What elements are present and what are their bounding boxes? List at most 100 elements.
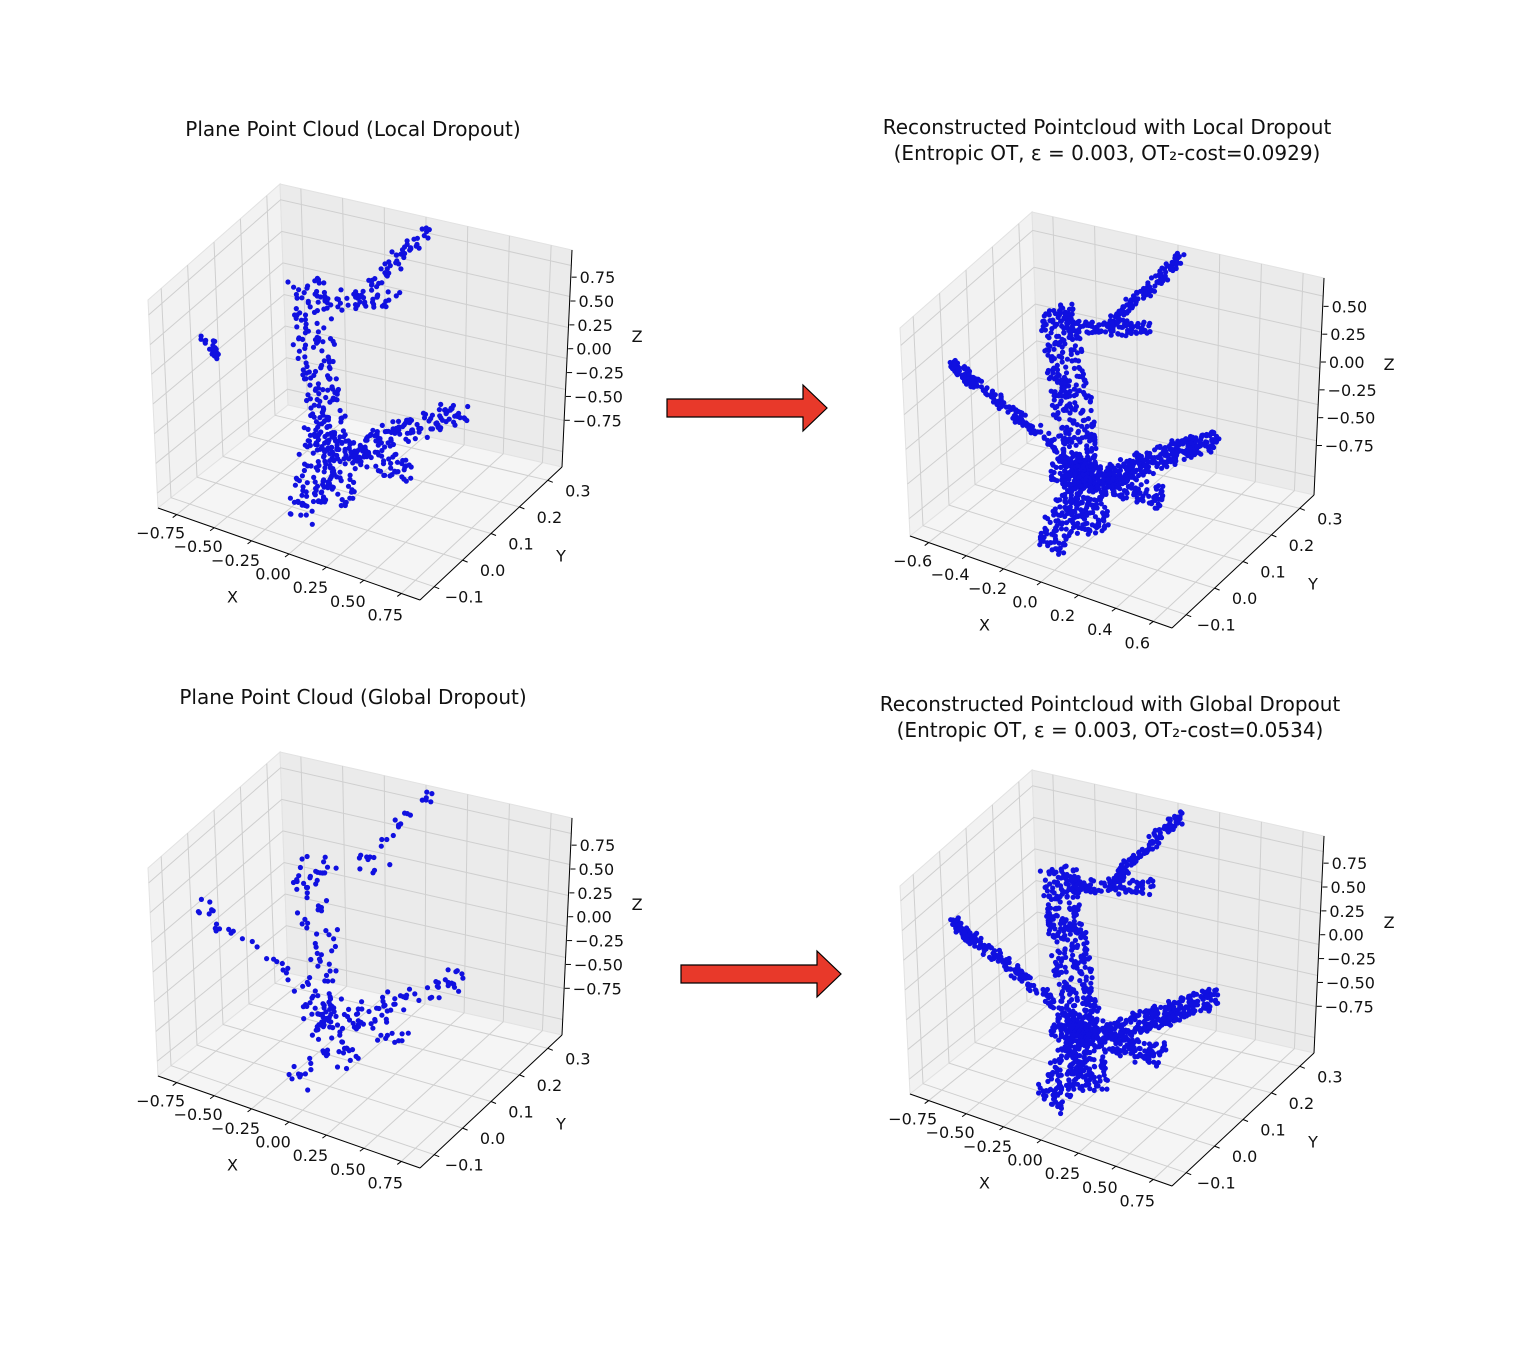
data-point: [1056, 1015, 1062, 1021]
gridlines: [148, 756, 572, 1162]
data-point: [291, 1063, 297, 1070]
data-point: [1208, 997, 1214, 1003]
data-point: [1038, 429, 1044, 435]
data-point: [1075, 1042, 1081, 1048]
x-tick-label: 0.50: [1082, 1178, 1118, 1197]
data-point: [366, 1008, 372, 1015]
data-point: [1144, 330, 1150, 336]
data-point: [1152, 283, 1158, 289]
data-point: [461, 415, 467, 421]
data-point: [1124, 302, 1130, 308]
data-point: [300, 372, 306, 378]
data-point: [408, 246, 414, 252]
data-point: [378, 266, 384, 272]
data-point: [396, 822, 402, 828]
data-point: [1080, 408, 1086, 414]
data-point: [312, 988, 318, 994]
data-point: [324, 864, 331, 870]
data-point: [1138, 496, 1144, 503]
data-point: [1135, 1013, 1141, 1019]
data-point: [337, 407, 343, 414]
data-point: [1133, 301, 1139, 307]
data-point: [1172, 461, 1178, 467]
data-point: [311, 372, 317, 378]
data-point: [254, 944, 260, 950]
data-point: [956, 927, 962, 933]
data-point: [349, 1047, 356, 1053]
data-point: [1045, 909, 1051, 915]
data-point: [1173, 817, 1179, 823]
data-point: [1160, 483, 1166, 489]
data-point: [301, 290, 307, 296]
data-point: [1175, 449, 1181, 455]
data-point: [379, 280, 385, 286]
data-point: [370, 1025, 376, 1031]
data-point: [1147, 891, 1153, 898]
data-point: [1063, 875, 1069, 881]
data-point: [295, 355, 301, 361]
data-point: [325, 354, 331, 360]
data-point: [1132, 1059, 1138, 1065]
data-point: [363, 303, 369, 309]
data-point: [1078, 921, 1084, 928]
data-point: [1112, 1033, 1118, 1039]
data-point: [294, 910, 301, 916]
y-tick-label: −0.1: [445, 588, 484, 607]
y-tick-label: 0.2: [537, 508, 562, 527]
data-point: [1061, 550, 1067, 556]
data-point: [1136, 472, 1142, 479]
data-point: [332, 430, 338, 436]
data-point: [388, 460, 394, 466]
data-point: [449, 980, 455, 986]
data-point: [1115, 331, 1121, 337]
data-point: [1067, 471, 1073, 477]
data-point: [1011, 975, 1017, 981]
data-point: [1063, 969, 1069, 975]
data-point: [1137, 1008, 1143, 1015]
data-point: [287, 495, 293, 501]
data-point: [1058, 433, 1064, 439]
data-point: [1078, 1063, 1084, 1069]
data-point: [379, 447, 385, 454]
data-point: [321, 325, 327, 331]
data-point: [1137, 883, 1143, 889]
data-point: [369, 299, 376, 305]
data-point: [1071, 987, 1077, 993]
data-point: [1152, 827, 1158, 833]
data-point: [309, 1011, 315, 1017]
data-point: [1197, 439, 1203, 445]
data-point: [424, 985, 431, 991]
data-point: [963, 379, 969, 385]
data-point: [296, 348, 302, 354]
data-point: [1109, 320, 1115, 326]
data-point: [295, 499, 301, 505]
data-point: [1074, 530, 1080, 536]
data-point: [347, 476, 353, 483]
data-point: [333, 968, 339, 974]
data-point: [1212, 991, 1218, 997]
data-point: [424, 434, 430, 440]
data-point: [1152, 1021, 1159, 1027]
data-point: [320, 339, 326, 345]
y-tick-label: 0.1: [1260, 1121, 1285, 1140]
data-point: [1096, 478, 1102, 485]
data-point: [318, 952, 324, 958]
data-point: [1044, 370, 1051, 376]
data-point: [1125, 870, 1131, 876]
data-point: [337, 300, 343, 306]
data-point: [239, 936, 245, 942]
data-point: [1104, 1086, 1110, 1092]
data-point: [375, 1037, 381, 1043]
data-point: [1073, 867, 1079, 873]
data-point: [325, 375, 331, 381]
data-point: [1087, 1086, 1093, 1092]
data-point: [1027, 975, 1033, 981]
data-point: [1138, 889, 1144, 895]
data-point: [301, 425, 307, 431]
data-point: [1060, 473, 1066, 479]
data-point: [388, 436, 394, 442]
data-point: [1045, 920, 1051, 926]
data-point: [1079, 971, 1085, 977]
data-point: [326, 1018, 332, 1024]
data-point: [1037, 868, 1043, 874]
